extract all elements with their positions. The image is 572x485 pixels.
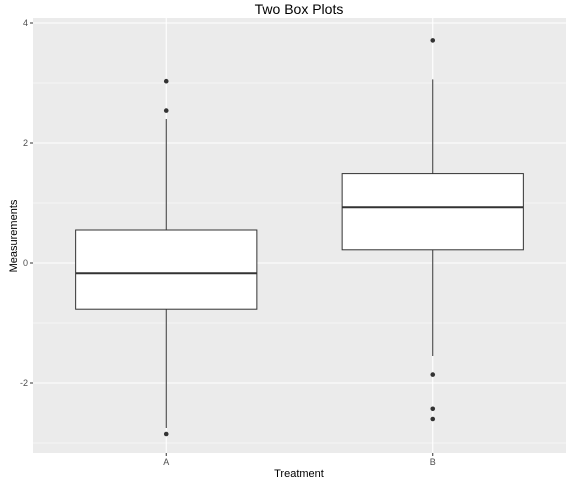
box-A — [75, 78, 258, 437]
y-tick-label: -2 — [20, 378, 28, 388]
box-series — [75, 38, 524, 437]
x-tick-label: B — [430, 457, 436, 467]
outlier-point — [430, 372, 436, 377]
outlier-point — [163, 431, 169, 437]
box-B — [341, 38, 524, 422]
y-axis: -2 0 2 4 — [20, 18, 33, 388]
outlier-point — [430, 406, 436, 412]
iqr-box — [341, 173, 524, 251]
outlier-point — [163, 78, 169, 84]
iqr-box — [75, 229, 258, 310]
y-tick-label: 2 — [23, 138, 28, 148]
y-tick-label: 4 — [23, 18, 28, 28]
x-axis-title: Treatment — [274, 468, 324, 480]
outlier-point — [163, 108, 169, 113]
chart-title: Two Box Plots — [255, 1, 344, 17]
x-tick-label: A — [163, 457, 169, 467]
outlier-point — [430, 38, 436, 43]
y-axis-title: Measurements — [8, 199, 20, 272]
outlier-point — [430, 416, 436, 422]
y-tick-label: 0 — [23, 258, 28, 268]
